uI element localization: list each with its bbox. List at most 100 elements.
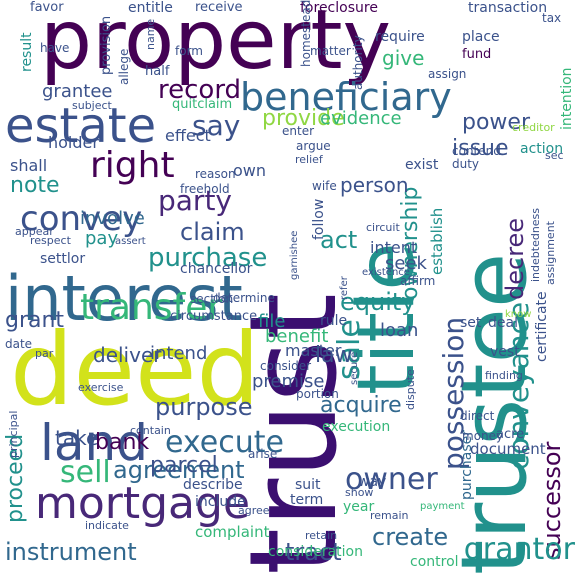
- word-grant: grant: [5, 308, 65, 333]
- word-note: note: [10, 173, 60, 198]
- word-authority: authority: [351, 35, 365, 90]
- word-seek: seek: [385, 253, 427, 274]
- word-set: set: [460, 315, 482, 331]
- word-money: money: [462, 429, 504, 443]
- word-provision: provision: [99, 15, 114, 75]
- word-section: section: [190, 292, 234, 306]
- word-effect: effect: [165, 126, 211, 145]
- word-creditor: creditor: [512, 121, 555, 134]
- word-property: property: [40, 0, 392, 88]
- word-require: require: [375, 29, 425, 45]
- word-own: own: [233, 161, 267, 180]
- word-law: law: [315, 343, 353, 368]
- word-involve: involve: [80, 208, 145, 229]
- word-consider: consider: [260, 359, 312, 373]
- word-rule: rule: [320, 313, 348, 329]
- word-convey: convey: [20, 199, 143, 239]
- word-duty: duty: [452, 157, 480, 171]
- word-party: party: [158, 184, 232, 217]
- word-deal: deal: [488, 315, 518, 331]
- word-take: take: [55, 426, 99, 450]
- word-control: control: [410, 554, 459, 570]
- word-indebtedness: indebtedness: [529, 207, 542, 282]
- word-complaint: complaint: [195, 523, 270, 541]
- word-matter: matter: [310, 44, 351, 58]
- word-purpose: purpose: [155, 393, 253, 421]
- word-agree: agree: [238, 504, 270, 517]
- word-tax: tax: [542, 11, 562, 25]
- word-interest: interest: [5, 262, 243, 335]
- word-master: master: [285, 341, 342, 360]
- word-entitle: entitle: [128, 0, 173, 16]
- word-deliver: deliver: [93, 343, 162, 367]
- word-certificate: certificate: [534, 291, 550, 362]
- word-intend: intend: [150, 343, 208, 364]
- word-follow: follow: [311, 198, 327, 240]
- word-grantor: grantor: [463, 532, 575, 567]
- word-sell: sell: [60, 455, 111, 490]
- word-pay: pay: [85, 228, 119, 249]
- word-assign: assign: [428, 67, 467, 81]
- word-file: file: [258, 311, 286, 332]
- word-agreement: agreement: [113, 456, 245, 484]
- word-issue: issue: [452, 136, 509, 161]
- word-premise: premise: [252, 371, 325, 392]
- word-freehold: freehold: [180, 182, 230, 196]
- word-beneficiary: beneficiary: [240, 75, 452, 119]
- word-argue: argue: [296, 139, 331, 153]
- word-subject: subject: [72, 99, 112, 112]
- word-name: name: [144, 18, 157, 50]
- word-execution: execution: [322, 419, 391, 435]
- word-chancellor: chancellor: [180, 261, 253, 277]
- word-payment: payment: [420, 501, 465, 512]
- word-principal: principal: [7, 410, 20, 458]
- word-par: par: [35, 347, 54, 360]
- word-sec: sec: [545, 149, 564, 162]
- word-assert: assert: [115, 236, 146, 247]
- word-create: create: [372, 523, 449, 551]
- word-affirm: affirm: [400, 274, 436, 288]
- word-tract: tract: [285, 538, 342, 566]
- word-way: way: [358, 474, 387, 490]
- word-show: show: [345, 486, 374, 499]
- word-person: person: [340, 173, 409, 197]
- word-secure: secure: [349, 351, 360, 385]
- word-execute: execute: [165, 425, 284, 460]
- word-half: half: [145, 64, 170, 79]
- word-contain: contain: [130, 424, 171, 437]
- word-direct: direct: [460, 409, 495, 423]
- word-vest: vest: [490, 344, 520, 360]
- word-decree: decree: [501, 217, 529, 300]
- word-appear: appear: [15, 225, 54, 238]
- word-parcel: parcel: [150, 453, 218, 478]
- word-acquire: acquire: [320, 393, 402, 418]
- word-respect: respect: [30, 234, 71, 247]
- word-indicate: indicate: [85, 519, 129, 532]
- word-transaction: transaction: [468, 0, 548, 16]
- word-include: include: [195, 494, 246, 510]
- word-mortgage: mortgage: [35, 478, 251, 529]
- word-finding: finding: [485, 369, 523, 382]
- word-quitclaim: quitclaim: [172, 97, 233, 112]
- word-deed: deed: [10, 311, 260, 428]
- word-term: term: [290, 492, 324, 508]
- word-document: document: [470, 440, 546, 458]
- word-result: result: [19, 32, 35, 72]
- word-intent: intent: [370, 238, 418, 257]
- word-exercise: exercise: [78, 381, 124, 394]
- word-place: place: [462, 29, 500, 45]
- word-say: say: [192, 109, 241, 142]
- word-remain: remain: [370, 509, 409, 522]
- word-instrument: instrument: [5, 538, 137, 566]
- word-act: act: [320, 226, 358, 254]
- word-determine: determine: [213, 291, 275, 305]
- word-grantee: grantee: [42, 81, 113, 102]
- word-enter: enter: [282, 124, 315, 138]
- word-bank: bank: [95, 430, 150, 455]
- word-favor: favor: [30, 0, 64, 15]
- word-form: form: [175, 44, 203, 58]
- word-give: give: [382, 46, 425, 70]
- word-know: know: [505, 309, 532, 320]
- word-garnishee: garnishee: [289, 230, 300, 280]
- word-assignment: assignment: [544, 221, 557, 285]
